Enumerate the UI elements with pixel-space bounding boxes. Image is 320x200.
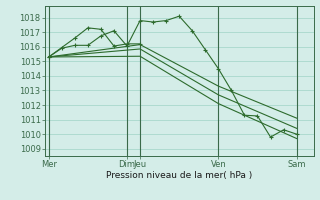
- X-axis label: Pression niveau de la mer( hPa ): Pression niveau de la mer( hPa ): [106, 171, 252, 180]
